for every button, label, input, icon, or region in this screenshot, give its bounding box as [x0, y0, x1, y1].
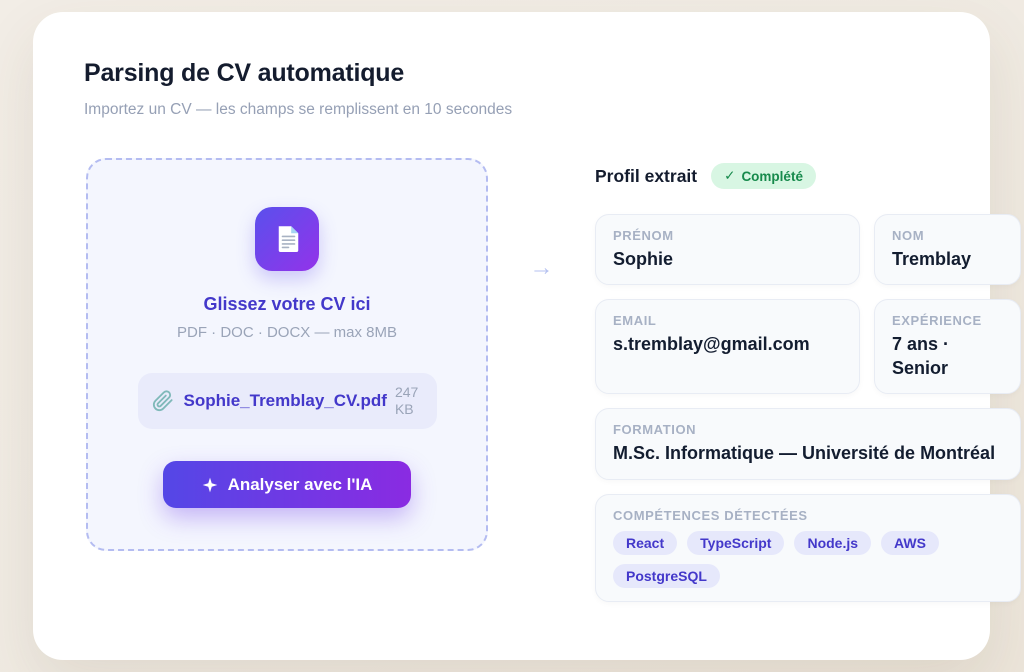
skill-pill: TypeScript	[687, 530, 785, 555]
cv-dropzone[interactable]: Glissez votre CV ici PDF · DOC · DOCX — …	[86, 158, 488, 551]
check-icon: ✓	[724, 168, 736, 183]
extracted-profile-panel: Profil extrait ✓ Complété PRÉNOM Sophie …	[595, 158, 1021, 602]
skills-pill-list: React TypeScript Node.js AWS PostgreSQL	[613, 530, 1003, 588]
skill-pill: Node.js	[794, 530, 872, 555]
skill-pill: PostgreSQL	[613, 563, 720, 588]
uploaded-file-size: 247 KB	[394, 383, 419, 418]
skills-label: COMPÉTENCES DÉTECTÉES	[613, 507, 808, 523]
transform-arrow-icon: →	[529, 254, 554, 281]
paperclip-icon	[152, 390, 174, 412]
skill-pill: AWS	[881, 530, 939, 555]
analyze-button-label: Analyser avec l'IA	[227, 474, 373, 494]
field-value: Tremblay	[892, 249, 972, 269]
field-label: EXPÉRIENCE	[892, 313, 982, 329]
profile-header: Profil extrait ✓ Complété	[595, 162, 1021, 190]
field-label: EMAIL	[613, 313, 657, 329]
status-badge: ✓ Complété	[711, 163, 816, 189]
page-title: Parsing de CV automatique	[84, 59, 405, 87]
document-icon	[255, 207, 319, 271]
skill-pill: React	[613, 530, 678, 555]
page-subtitle: Importez un CV — les champs se remplisse…	[84, 101, 513, 118]
analyze-button[interactable]: Analyser avec l'IA	[163, 461, 411, 508]
uploaded-file-name: Sophie_Tremblay_CV.pdf	[183, 391, 387, 410]
field-value: Sophie	[613, 249, 674, 269]
status-badge-label: Complété	[741, 168, 803, 184]
field-value: 7 ans · Senior	[892, 334, 950, 378]
field-formation[interactable]: FORMATION M.Sc. Informatique — Universit…	[595, 408, 1021, 480]
field-value: M.Sc. Informatique — Université de Montr…	[613, 443, 996, 464]
field-label: FORMATION	[613, 422, 697, 438]
field-value: s.tremblay@gmail.com	[613, 334, 810, 355]
field-label: NOM	[892, 228, 925, 243]
field-nom[interactable]: NOM Tremblay	[874, 214, 1021, 286]
field-experience[interactable]: EXPÉRIENCE 7 ans · Senior	[874, 299, 1021, 395]
sparkle-icon	[202, 477, 218, 493]
dropzone-heading: Glissez votre CV ici	[203, 294, 371, 314]
content-row: Glissez votre CV ici PDF · DOC · DOCX — …	[86, 158, 1021, 602]
uploaded-file-chip[interactable]: Sophie_Tremblay_CV.pdf 247 KB	[137, 373, 437, 429]
field-email[interactable]: EMAIL s.tremblay@gmail.com	[595, 299, 860, 395]
dropzone-formats: PDF · DOC · DOCX — max 8MB	[176, 324, 397, 341]
field-prenom[interactable]: PRÉNOM Sophie	[595, 214, 860, 286]
detected-skills-card: COMPÉTENCES DÉTECTÉES React TypeScript N…	[595, 493, 1021, 602]
field-label: PRÉNOM	[613, 228, 674, 243]
profile-fields-grid: PRÉNOM Sophie NOM Tremblay EMAIL s.tremb…	[595, 214, 1021, 602]
cv-parsing-card: Parsing de CV automatique Importez un CV…	[33, 12, 1021, 660]
profile-heading: Profil extrait	[595, 165, 698, 186]
